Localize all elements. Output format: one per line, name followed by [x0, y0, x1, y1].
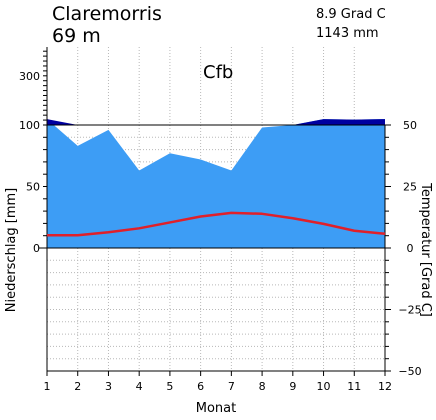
x-tick-label: 2 [74, 380, 81, 393]
x-tick-label: 4 [136, 380, 143, 393]
precipitation-fill [47, 119, 385, 248]
right-tick-label: −50 [398, 365, 421, 378]
right-tick-label: 50 [403, 119, 417, 132]
station-elevation: 69 m [52, 25, 101, 47]
x-tick-label: 7 [228, 380, 235, 393]
precipitation-area [47, 119, 385, 248]
right-tick-label: 25 [403, 181, 417, 194]
climate-classification: Cfb [203, 62, 233, 83]
x-tick-label: 11 [347, 380, 361, 393]
mean-temperature: 8.9 Grad C [316, 7, 386, 22]
left-tick-label: 50 [26, 181, 40, 194]
x-tick-label: 1 [44, 380, 51, 393]
left-tick-label: 0 [33, 242, 40, 255]
precipitation-excess-fill [47, 119, 385, 125]
x-tick-label: 5 [166, 380, 173, 393]
left-tick-label: 300 [19, 70, 40, 83]
x-tick-label: 10 [317, 380, 331, 393]
left-axis-label: Niederschlag [mm] [4, 188, 19, 313]
x-axis-label: Monat [196, 401, 236, 416]
annual-precipitation: 1143 mm [316, 26, 379, 41]
x-tick-label: 3 [105, 380, 112, 393]
x-tick-label: 9 [289, 380, 296, 393]
station-name: Claremorris [52, 3, 162, 25]
x-tick-label: 6 [197, 380, 204, 393]
left-tick-label: 100 [19, 119, 40, 132]
x-tick-label: 8 [259, 380, 266, 393]
right-tick-label: 0 [407, 242, 414, 255]
right-axis-label: Temperatur [Grad C] [418, 182, 433, 317]
x-tick-label: 12 [378, 380, 392, 393]
